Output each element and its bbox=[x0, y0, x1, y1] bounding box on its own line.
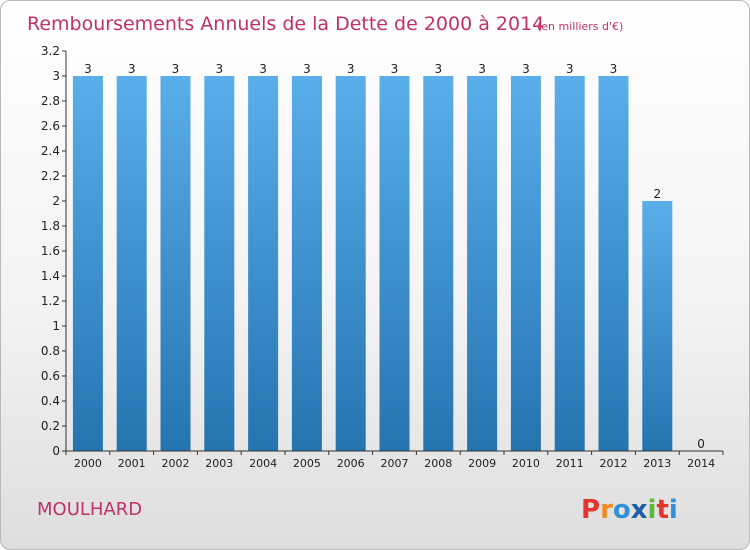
y-tick-label: 1 bbox=[52, 319, 60, 333]
bar-2013 bbox=[642, 201, 673, 451]
x-tick-label: 2004 bbox=[249, 457, 277, 470]
bar-2001 bbox=[116, 76, 147, 451]
chart-title: Remboursements Annuels de la Dette de 20… bbox=[27, 13, 544, 35]
x-tick-label: 2006 bbox=[337, 457, 365, 470]
x-tick-label: 2010 bbox=[512, 457, 540, 470]
y-tick-label: 2.4 bbox=[41, 144, 60, 158]
y-tick-label: 1.4 bbox=[41, 269, 60, 283]
x-axis: 2000 2001 2002 2003 2004 2005 2006 2007 2008 2009… bbox=[65, 450, 724, 470]
x-tick-label: 2001 bbox=[118, 457, 146, 470]
bar-2002 bbox=[160, 76, 191, 451]
y-tick-label: 2.6 bbox=[41, 119, 60, 133]
logo-letter: P bbox=[581, 495, 600, 525]
data-label-2012: 3 bbox=[610, 62, 618, 76]
x-tick-label: 2011 bbox=[556, 457, 584, 470]
chart-subtitle: (en milliers d'€) bbox=[537, 20, 623, 33]
x-tick-label: 2014 bbox=[687, 457, 715, 470]
bar-2000 bbox=[72, 76, 103, 451]
bar-2011 bbox=[554, 76, 585, 451]
y-tick-label: 0.6 bbox=[41, 369, 60, 383]
y-tick-label: 0.4 bbox=[41, 394, 60, 408]
y-tick-label: 3.2 bbox=[41, 44, 60, 58]
x-tick-label: 2000 bbox=[74, 457, 102, 470]
y-tick-label: 1.2 bbox=[41, 294, 60, 308]
y-tick-label: 2 bbox=[52, 194, 60, 208]
data-label-2006: 3 bbox=[347, 62, 355, 76]
data-label-2010: 3 bbox=[522, 62, 530, 76]
x-tick-label: 2005 bbox=[293, 457, 321, 470]
data-label-2013: 2 bbox=[653, 187, 661, 201]
bar-2006 bbox=[335, 76, 366, 451]
bar-2005 bbox=[291, 76, 322, 451]
x-tick-label: 2007 bbox=[381, 457, 409, 470]
bar-2012 bbox=[598, 76, 629, 451]
data-label-2003: 3 bbox=[215, 62, 223, 76]
x-tick-label: 2013 bbox=[643, 457, 671, 470]
data-label-2001: 3 bbox=[128, 62, 136, 76]
y-tick-label: 1.6 bbox=[41, 244, 60, 258]
proxiti-logo: Proxiti bbox=[581, 495, 678, 525]
logo-letter: i bbox=[669, 495, 678, 525]
y-tick-label: 3 bbox=[52, 69, 60, 83]
y-tick-label: 0.8 bbox=[41, 344, 60, 358]
x-tick-label: 2012 bbox=[600, 457, 628, 470]
bar-2010 bbox=[510, 76, 541, 451]
commune-name: MOULHARD bbox=[37, 499, 142, 520]
logo-letter: t bbox=[656, 495, 668, 525]
logo-letter: o bbox=[613, 495, 631, 525]
y-tick-label: 0.2 bbox=[41, 419, 60, 433]
y-axis: 0 0.2 0.4 0.6 0.8 1 1.2 1.4 1.6 1.8 2 2.2 2.4 2.6 2.8 3… bbox=[41, 44, 67, 458]
bar-2008 bbox=[423, 76, 454, 451]
logo-letter: x bbox=[631, 495, 648, 525]
x-tick-label: 2003 bbox=[205, 457, 233, 470]
data-label-2000: 3 bbox=[84, 62, 92, 76]
data-label-2014: 0 bbox=[697, 437, 705, 451]
data-label-2008: 3 bbox=[434, 62, 442, 76]
bar-2009 bbox=[467, 76, 498, 451]
data-label-2011: 3 bbox=[566, 62, 574, 76]
y-tick-label: 1.8 bbox=[41, 219, 60, 233]
logo-letter: r bbox=[600, 495, 613, 525]
y-tick-label: 2.8 bbox=[41, 94, 60, 108]
data-label-2004: 3 bbox=[259, 62, 267, 76]
data-label-2007: 3 bbox=[391, 62, 399, 76]
data-label-2002: 3 bbox=[172, 62, 180, 76]
y-tick-label: 0 bbox=[52, 444, 60, 458]
bar-2004 bbox=[248, 76, 279, 451]
data-label-2009: 3 bbox=[478, 62, 486, 76]
y-tick-label: 2.2 bbox=[41, 169, 60, 183]
bar-2007 bbox=[379, 76, 410, 451]
x-tick-label: 2009 bbox=[468, 457, 496, 470]
x-tick-label: 2002 bbox=[162, 457, 190, 470]
bars: 3 3 3 3 3 3 3 3 3 3 3 3 3 2 0 bbox=[72, 62, 705, 451]
data-label-2005: 3 bbox=[303, 62, 311, 76]
bar-2003 bbox=[204, 76, 235, 451]
logo-letter: i bbox=[648, 495, 657, 525]
x-tick-label: 2008 bbox=[424, 457, 452, 470]
